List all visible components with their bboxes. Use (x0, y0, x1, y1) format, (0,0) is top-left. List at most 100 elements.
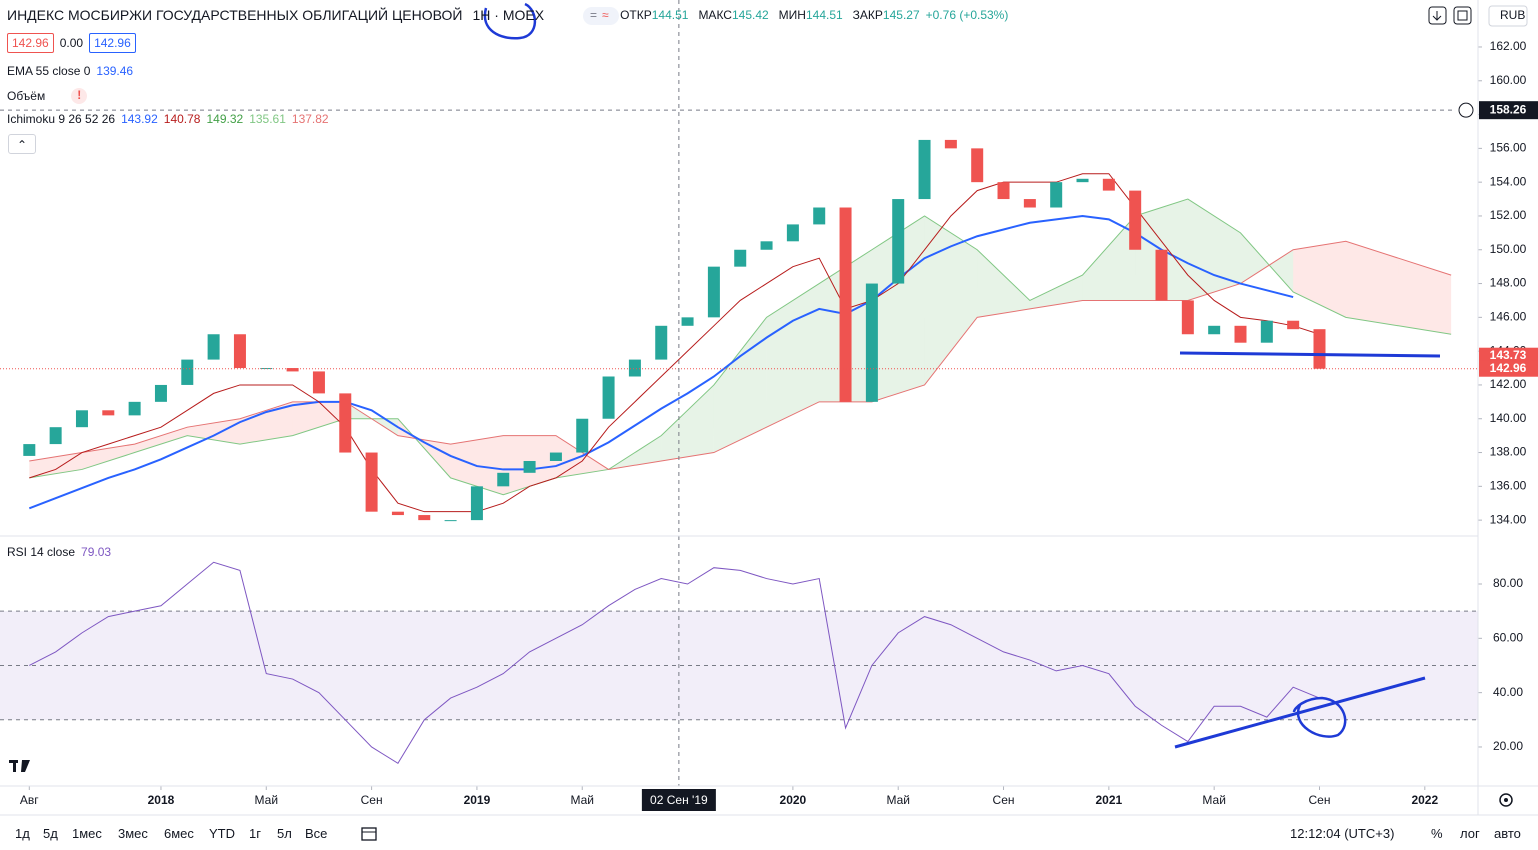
cloud-segment (924, 215, 978, 385)
y-tick-label: 160.00 (1490, 73, 1527, 87)
candle (1076, 178, 1089, 183)
currency-box[interactable] (1488, 5, 1528, 27)
cloud-segment (1293, 241, 1346, 318)
candle (1181, 300, 1194, 335)
bid-chip[interactable]: 142.96 (7, 33, 54, 53)
cloud-segment (661, 384, 714, 461)
scale-option[interactable]: лог (1460, 826, 1480, 841)
candle (207, 334, 220, 360)
legend-value: 140.78 (163, 112, 201, 126)
ohlc: ОТКР 144.51 МАКС 145.42 МИН 144.51 ЗАКР 145.27 (620, 8, 920, 22)
ichimoku-legend: Ichimoku 9 26 52 26 143.92 140.78 149.32 13… (7, 112, 329, 126)
scale-option[interactable]: % (1431, 826, 1443, 841)
range-button[interactable]: 3мес (118, 826, 148, 841)
candle (707, 266, 720, 318)
cloud-segment (1082, 215, 1136, 301)
candle (655, 325, 668, 360)
candle (154, 384, 167, 402)
range-button[interactable]: 1г (249, 826, 261, 841)
rsi-pane (0, 561, 1478, 764)
candle (470, 486, 483, 521)
range-button[interactable]: YTD (209, 826, 235, 841)
candle (839, 207, 852, 402)
price-pane (0, 139, 1478, 522)
interval[interactable]: 1H · MOEX (472, 7, 545, 23)
x-tick-label: 2022 (1411, 793, 1438, 807)
y-tick-label: 162.00 (1490, 39, 1527, 53)
y-tick-label: 154.00 (1490, 174, 1527, 188)
candle (1313, 329, 1326, 369)
x-tick-label: Сен (993, 793, 1015, 807)
collapse-button[interactable]: ⌃ (8, 134, 36, 154)
candle (602, 376, 615, 419)
rsi-legend: RSI 14 close 79.03 (7, 545, 111, 559)
candle (75, 410, 88, 428)
settings-icon[interactable] (1499, 793, 1513, 807)
range-button[interactable]: 5л (277, 826, 292, 841)
range-button[interactable]: Все (305, 826, 328, 841)
candle (786, 224, 799, 242)
ask-chip[interactable]: 142.96 (89, 33, 136, 53)
crosshair-y-tag (1479, 101, 1538, 120)
range-button[interactable]: 1мес (72, 826, 102, 841)
currency: RUB (1500, 8, 1525, 22)
price-tag-label: 142.96 (1490, 361, 1527, 375)
range-button[interactable]: 5д (43, 826, 58, 841)
indicator-line (29, 173, 1320, 513)
candle (444, 520, 457, 522)
warning-icon[interactable]: ! (71, 88, 88, 104)
indicator-toggle[interactable]: = ≈ (583, 7, 619, 25)
y-tick-label: 152.00 (1490, 208, 1527, 222)
legend-name: Объём (7, 89, 46, 103)
candle (576, 418, 589, 453)
cloud-line (29, 198, 1452, 496)
ohlc-value: 144.51 (651, 8, 689, 22)
cloud-segment (292, 401, 346, 436)
crosshair-x-label: 02 Сен '19 (650, 793, 708, 807)
rsi-line (29, 561, 1320, 764)
cloud-segment (134, 427, 188, 453)
x-tick-label: Май (255, 793, 279, 807)
candle (971, 148, 984, 183)
candle (49, 427, 62, 445)
legend-name: EMA 55 close 0 (7, 64, 91, 78)
y-tick-label: 134.00 (1490, 512, 1527, 526)
cloud-segment (1029, 275, 1083, 309)
scale-option[interactable]: авто (1494, 826, 1521, 841)
cloud-segment (977, 249, 1030, 318)
candle (497, 472, 510, 487)
add-alert-button[interactable] (1458, 102, 1474, 118)
ohlc-value: 145.42 (731, 8, 769, 22)
candle (312, 371, 325, 394)
ohlc-value: 145.27 (882, 8, 920, 22)
candle (1234, 325, 1247, 343)
cloud-segment (239, 401, 293, 445)
logo (9, 760, 30, 772)
ohlc-label: ЗАКР (852, 8, 883, 22)
fullscreen-icon[interactable] (1453, 6, 1472, 25)
x-tick-label: Май (886, 793, 910, 807)
download-icon[interactable] (1428, 6, 1447, 25)
range-button[interactable]: 1д (15, 826, 30, 841)
y-tick-label: 60.00 (1493, 630, 1523, 644)
annotation-circle (1292, 696, 1347, 738)
candle (865, 283, 878, 402)
range-button[interactable]: 6мес (164, 826, 194, 841)
legend-value: 135.61 (249, 112, 286, 126)
legend-name: Ichimoku 9 26 52 26 (7, 112, 116, 126)
candle (1208, 325, 1221, 335)
header-row: ИНДЕКС МОСБИРЖИ ГОСУДАРСТВЕННЫХ ОБЛИГАЦИ… (7, 7, 1008, 23)
toggle-icon: ≈ (602, 8, 609, 22)
axes: 134.00136.00138.00140.00142.00144.00146.… (0, 0, 1538, 811)
ema-legend: EMA 55 close 0 139.46 (7, 64, 133, 78)
cloud-segment (766, 283, 820, 428)
candle (1129, 190, 1142, 250)
y-tick-label: 136.00 (1490, 479, 1527, 493)
candle (760, 241, 773, 250)
candle (918, 139, 931, 200)
clock: 12:12:04 (UTC+3) (1290, 826, 1395, 841)
candle (628, 359, 641, 377)
x-tick-label: 2020 (780, 793, 807, 807)
candle (681, 317, 694, 326)
date-range-icon[interactable] (361, 827, 377, 841)
